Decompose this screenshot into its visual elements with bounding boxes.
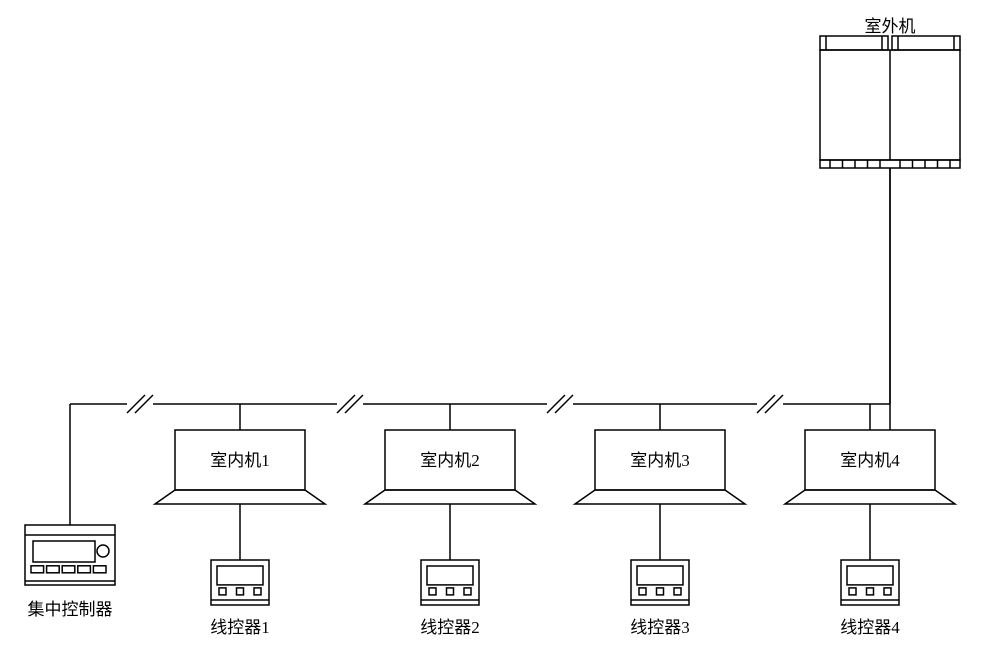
line-controller-label: 线控器3 xyxy=(630,618,690,637)
indoor-unit-label: 室内机2 xyxy=(420,451,480,470)
outdoor-unit-label: 室外机 xyxy=(865,17,916,36)
line-controller-1: 线控器1 xyxy=(210,560,270,637)
line-controller-4: 线控器4 xyxy=(840,560,900,637)
indoor-unit-3: 室内机3 xyxy=(575,430,745,560)
indoor-unit-label: 室内机1 xyxy=(210,451,270,470)
line-controller-label: 线控器1 xyxy=(210,618,270,637)
central-controller: 集中控制器 xyxy=(25,525,115,619)
indoor-unit-label: 室内机4 xyxy=(840,451,900,470)
system-diagram: 室外机室内机1 室内机2 室内机3 室内机4 线控器1 线控器2 线控器3 线控器4 集中控制器 xyxy=(0,0,1000,668)
indoor-unit-label: 室内机3 xyxy=(630,451,690,470)
indoor-unit-4: 室内机4 xyxy=(785,430,955,560)
indoor-unit-2: 室内机2 xyxy=(365,430,535,560)
line-controller-label: 线控器2 xyxy=(420,618,480,637)
line-controller-3: 线控器3 xyxy=(630,560,690,637)
line-controller-2: 线控器2 xyxy=(420,560,480,637)
line-controller-label: 线控器4 xyxy=(840,618,900,637)
central-controller-label: 集中控制器 xyxy=(28,600,113,619)
indoor-unit-1: 室内机1 xyxy=(155,430,325,560)
